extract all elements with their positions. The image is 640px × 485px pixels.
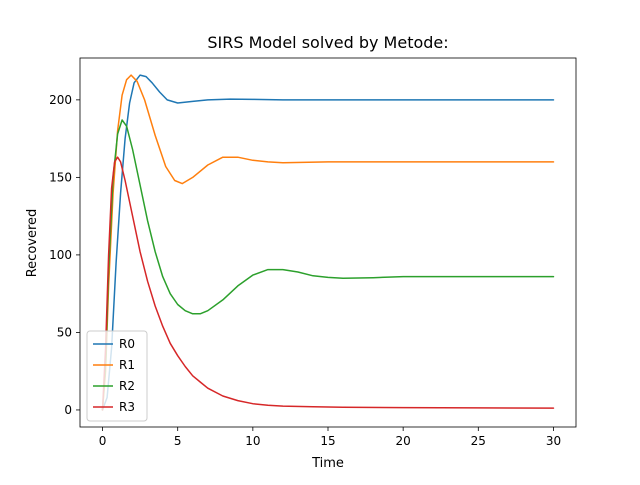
x-tick-label: 20 bbox=[396, 434, 411, 448]
y-axis-label: Recovered bbox=[25, 209, 40, 278]
plot-frame bbox=[79, 57, 577, 428]
y-tick-label: 50 bbox=[57, 325, 72, 339]
series-lines bbox=[101, 74, 555, 411]
legend-label: R0 bbox=[119, 337, 135, 351]
series-line-r1 bbox=[101, 74, 555, 411]
x-tick-label: 25 bbox=[471, 434, 486, 448]
x-tick-label: 0 bbox=[99, 434, 107, 448]
legend: R0 R1 R2 R3 bbox=[86, 330, 148, 422]
chart-title: SIRS Model solved by Metode: bbox=[207, 33, 448, 52]
legend-label: R2 bbox=[119, 379, 135, 393]
y-tick-label: 0 bbox=[64, 403, 72, 417]
series-line-r2 bbox=[101, 119, 555, 411]
legend-label: R1 bbox=[119, 358, 135, 372]
y-tick-label: 100 bbox=[49, 248, 72, 262]
y-tick-label: 200 bbox=[49, 93, 72, 107]
x-tick-label: 5 bbox=[174, 434, 182, 448]
x-tick-label: 15 bbox=[320, 434, 335, 448]
x-tick-label: 10 bbox=[245, 434, 260, 448]
legend-label: R3 bbox=[119, 400, 135, 414]
y-tick-label: 150 bbox=[49, 170, 72, 184]
legend-box bbox=[86, 330, 148, 422]
series-line-r3 bbox=[101, 156, 555, 411]
series-line-r0 bbox=[101, 74, 555, 411]
x-axis-label: Time bbox=[311, 456, 344, 471]
x-tick-label: 30 bbox=[546, 434, 561, 448]
axis-ticks: 0 5 10 15 20 25 30 0 50 100 150 200 bbox=[49, 93, 561, 448]
